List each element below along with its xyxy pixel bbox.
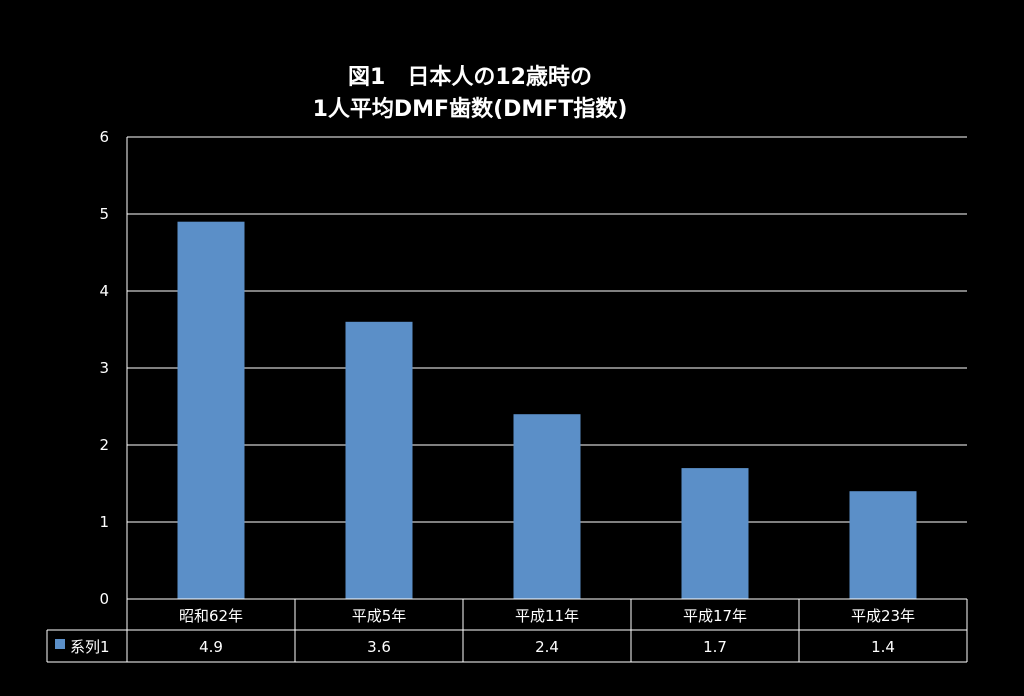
data-label: 3.6 <box>367 638 391 656</box>
legend-key <box>55 639 65 649</box>
y-tick-label: 3 <box>99 359 109 377</box>
bar <box>681 468 749 599</box>
data-label: 1.7 <box>703 638 727 656</box>
category-label: 平成17年 <box>683 607 747 625</box>
data-label: 4.9 <box>199 638 223 656</box>
chart-title-line-2: 1人平均DMF歯数(DMFT指数) <box>313 96 628 122</box>
category-label: 平成23年 <box>851 607 915 625</box>
series-label: 系列1 <box>70 638 110 656</box>
gridlines <box>126 136 967 599</box>
bar <box>345 321 413 599</box>
category-label: 昭和62年 <box>179 607 243 625</box>
y-tick-label: 4 <box>99 282 109 300</box>
bars <box>177 221 917 599</box>
bar <box>513 414 581 599</box>
chart-title-line-1: 図1 日本人の12歳時の <box>348 65 592 90</box>
y-tick-label: 5 <box>99 205 109 223</box>
category-label: 平成5年 <box>352 607 407 625</box>
y-axis-ticks: 0 1 2 3 4 5 6 <box>99 128 109 608</box>
y-tick-label: 1 <box>99 513 109 531</box>
category-label: 平成11年 <box>515 607 579 625</box>
y-tick-label: 0 <box>99 590 109 608</box>
data-label: 2.4 <box>535 638 559 656</box>
bar <box>177 221 245 599</box>
y-tick-label: 6 <box>99 128 109 146</box>
data-label: 1.4 <box>871 638 895 656</box>
y-tick-label: 2 <box>99 436 109 454</box>
bar <box>849 491 917 599</box>
